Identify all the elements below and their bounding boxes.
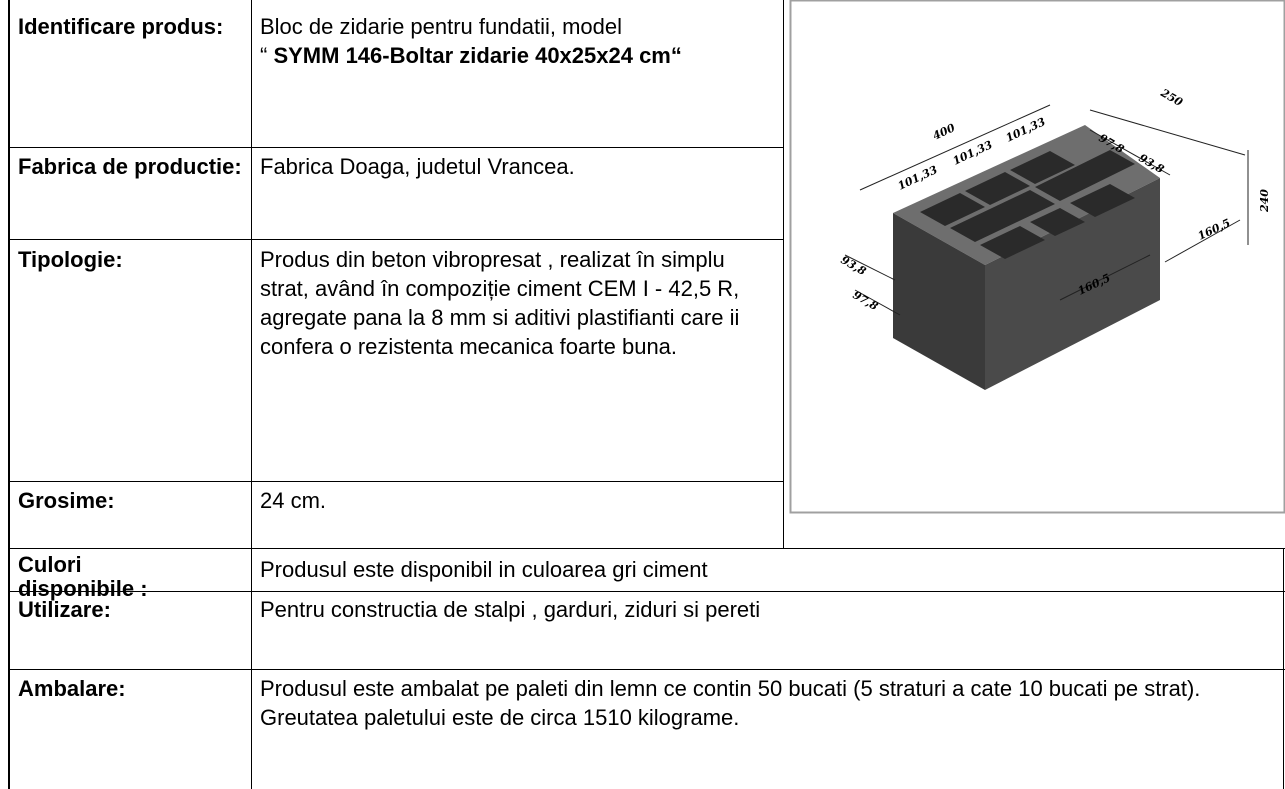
product-image: 250 400 101,33 101,33 101,33 97,8 93,8 2…	[789, 0, 1285, 514]
row-value: Bloc de zidarie pentru fundatii, model “ …	[252, 10, 782, 72]
row-label: Utilizare:	[18, 597, 111, 622]
border	[8, 0, 10, 789]
row-label: Fabrica de productie:	[18, 154, 242, 179]
dimension-lines	[844, 104, 1249, 316]
row-value: Fabrica Doaga, judetul Vrancea.	[260, 154, 575, 179]
border	[783, 0, 784, 548]
border	[8, 481, 784, 482]
block-end	[893, 213, 985, 390]
row-value: Produsul este ambalat pe paleti din lemn…	[260, 676, 1201, 730]
block-face	[985, 178, 1160, 390]
row-value: Produsul este disponibil in culoarea gri…	[260, 557, 708, 582]
row-label: Identificare produs:	[18, 14, 224, 39]
border	[8, 147, 784, 148]
row-value: Pentru constructia de stalpi , garduri, …	[260, 597, 761, 622]
text: “	[260, 43, 268, 68]
border	[8, 591, 1285, 592]
row-value: Produs din beton vibropresat , realizat …	[260, 247, 740, 359]
border	[8, 669, 1285, 670]
text: Bloc de zidarie pentru fundatii, model	[260, 14, 622, 39]
border	[8, 548, 1285, 549]
row-label: Ambalare:	[18, 676, 126, 701]
row-label: Grosime:	[18, 488, 115, 513]
border	[251, 0, 252, 789]
row-label: Tipologie:	[18, 247, 123, 272]
block-holes	[920, 150, 1135, 259]
row-value: 24 cm.	[260, 488, 327, 513]
border	[1283, 548, 1284, 789]
dimension-label: 240	[1258, 189, 1271, 213]
border	[8, 239, 784, 240]
text: SYMM 146-Boltar zidarie 40x25x24 cm“	[273, 43, 682, 68]
row-label: Culori disponibile :	[18, 552, 148, 601]
